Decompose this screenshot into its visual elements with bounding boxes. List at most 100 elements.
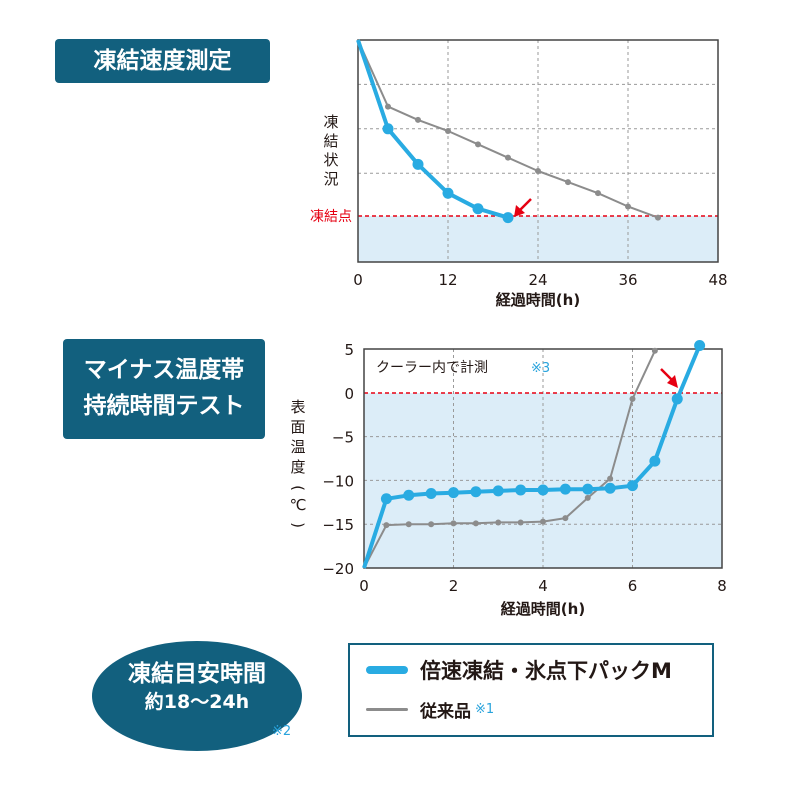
point-pack-m-5 [470,486,482,498]
chart2-ylabel-char-7: ) [289,522,307,528]
chart1-grid [358,40,718,262]
x-tick-label-0: 0 [359,577,369,595]
chart1-ylabel-char-3: 状 [323,151,338,169]
point-pack-m-6 [492,485,504,497]
point-conventional-2 [405,521,412,528]
point-conventional-8 [595,190,601,197]
legend-item-pack-m: 倍速凍結・氷点下パックM [366,655,672,685]
chart1-ylabel-char-4: 況 [323,170,338,188]
point-pack-m-8 [537,484,549,496]
point-pack-m-3 [425,488,437,500]
series-line-conventional [363,350,656,569]
point-pack-m-1 [382,123,394,135]
point-conventional-4 [475,141,481,148]
y-tick-label-3: −10 [322,472,354,490]
point-conventional-9 [625,203,631,210]
chart2-y-axis-label: 表 面 温 度 ( ℃ ) [289,398,307,528]
point-pack-m-13 [649,455,661,467]
chart2-series [362,339,706,569]
chart2-x-axis-label: 経過時間(h) [501,600,585,618]
chart1-series [356,39,661,224]
point-pack-m-11 [604,482,616,494]
legend-label-pack-m: 倍速凍結・氷点下パックM [420,659,672,683]
chart2-ylabel-char-6: ℃ [290,496,307,514]
point-conventional-5 [505,154,511,161]
x-tick-label-4: 8 [717,577,727,595]
point-conventional-13 [651,347,658,354]
x-tick-label-2: 4 [538,577,548,595]
point-pack-m-4 [448,487,459,499]
point-pack-m-7 [515,484,527,496]
point-conventional-12 [629,395,636,402]
point-pack-m-14 [671,393,683,405]
point-conventional-10 [584,494,591,501]
x-tick-label-3: 6 [628,577,638,595]
x-tick-label-1: 12 [438,271,457,289]
point-conventional-11 [607,475,614,482]
chart2-frame [363,348,723,569]
series-pack-m [356,39,514,224]
point-conventional-4 [450,520,457,527]
chart2-ylabel-char-3: 温 [290,438,305,456]
point-pack-m-3 [442,187,454,199]
point-conventional-7 [517,519,524,526]
chart1-y-axis-label: 凍 結 状 況 [323,113,338,188]
point-conventional-5 [472,520,479,527]
freeze-arrow [514,198,532,217]
x-tick-label-0: 0 [353,271,363,289]
point-pack-m-2 [412,158,424,170]
freeze-time-badge: 凍結目安時間 約18〜24h [92,641,302,751]
legend-swatch-pack-m [366,666,408,674]
chart2-y-ticks: 5 0 −5 −10 −15 −20 [322,341,354,578]
zero-cross-arrow [660,368,678,388]
chart2-ylabel-char-2: 面 [290,418,305,436]
point-conventional-8 [540,518,546,525]
point-pack-m-9 [559,483,571,495]
y-tick-label-0: 5 [344,341,354,359]
chart2-x-ticks: 0 2 4 6 8 [359,577,727,595]
point-pack-m-2 [403,489,415,501]
legend-note-conventional: ※1 [475,702,495,717]
cooler-measure-note: クーラー内で計測 [376,360,488,376]
chart1-x-axis-label: 経過時間(h) [496,291,580,309]
point-conventional-7 [565,179,571,186]
series-conventional [363,347,658,569]
chart2-ylabel-char-5: ( [289,485,307,491]
legend-swatch-conventional [366,708,408,711]
freeze-speed-title: 凍結速度測定 [55,39,270,83]
x-tick-label-3: 36 [618,271,637,289]
point-conventional-6 [495,519,502,526]
point-conventional-3 [445,128,451,135]
point-conventional-6 [535,167,541,174]
freeze-point-label: 凍結点 [310,209,352,225]
freeze-time-note: ※2 [272,724,292,739]
cooler-note-ref: ※3 [531,361,550,376]
series-conventional [357,39,661,221]
chart1-x-ticks: 0 12 24 36 48 [353,271,727,289]
point-conventional-10 [655,214,661,221]
point-conventional-3 [428,521,435,528]
y-tick-label-5: −20 [322,560,354,578]
series-line-pack-m [362,344,702,569]
legend-label-conventional: 従来品 [420,702,471,722]
y-tick-label-4: −15 [322,516,354,534]
legend: 倍速凍結・氷点下パックM 従来品 ※1 [348,643,714,737]
sub-zero-title-line2: 持続時間テスト [83,393,245,419]
point-conventional-1 [385,103,391,110]
point-pack-m-10 [582,483,594,495]
point-conventional-1 [383,522,390,529]
sub-zero-title-line1: マイナス温度帯 [83,357,245,383]
chart2-ylabel-char-4: 度 [290,458,305,476]
chart2-ylabel-char-1: 表 [290,398,305,416]
chart1-ylabel-char-1: 凍 [323,113,338,131]
legend-item-conventional: 従来品 ※1 [366,697,494,722]
point-conventional-2 [415,116,421,123]
chart2-grid [364,349,722,568]
point-pack-m-1 [380,493,392,505]
point-pack-m-15 [694,339,706,351]
y-tick-label-2: −5 [332,429,354,447]
freeze-time-title: 凍結目安時間 [128,661,266,687]
point-conventional-9 [562,515,569,522]
